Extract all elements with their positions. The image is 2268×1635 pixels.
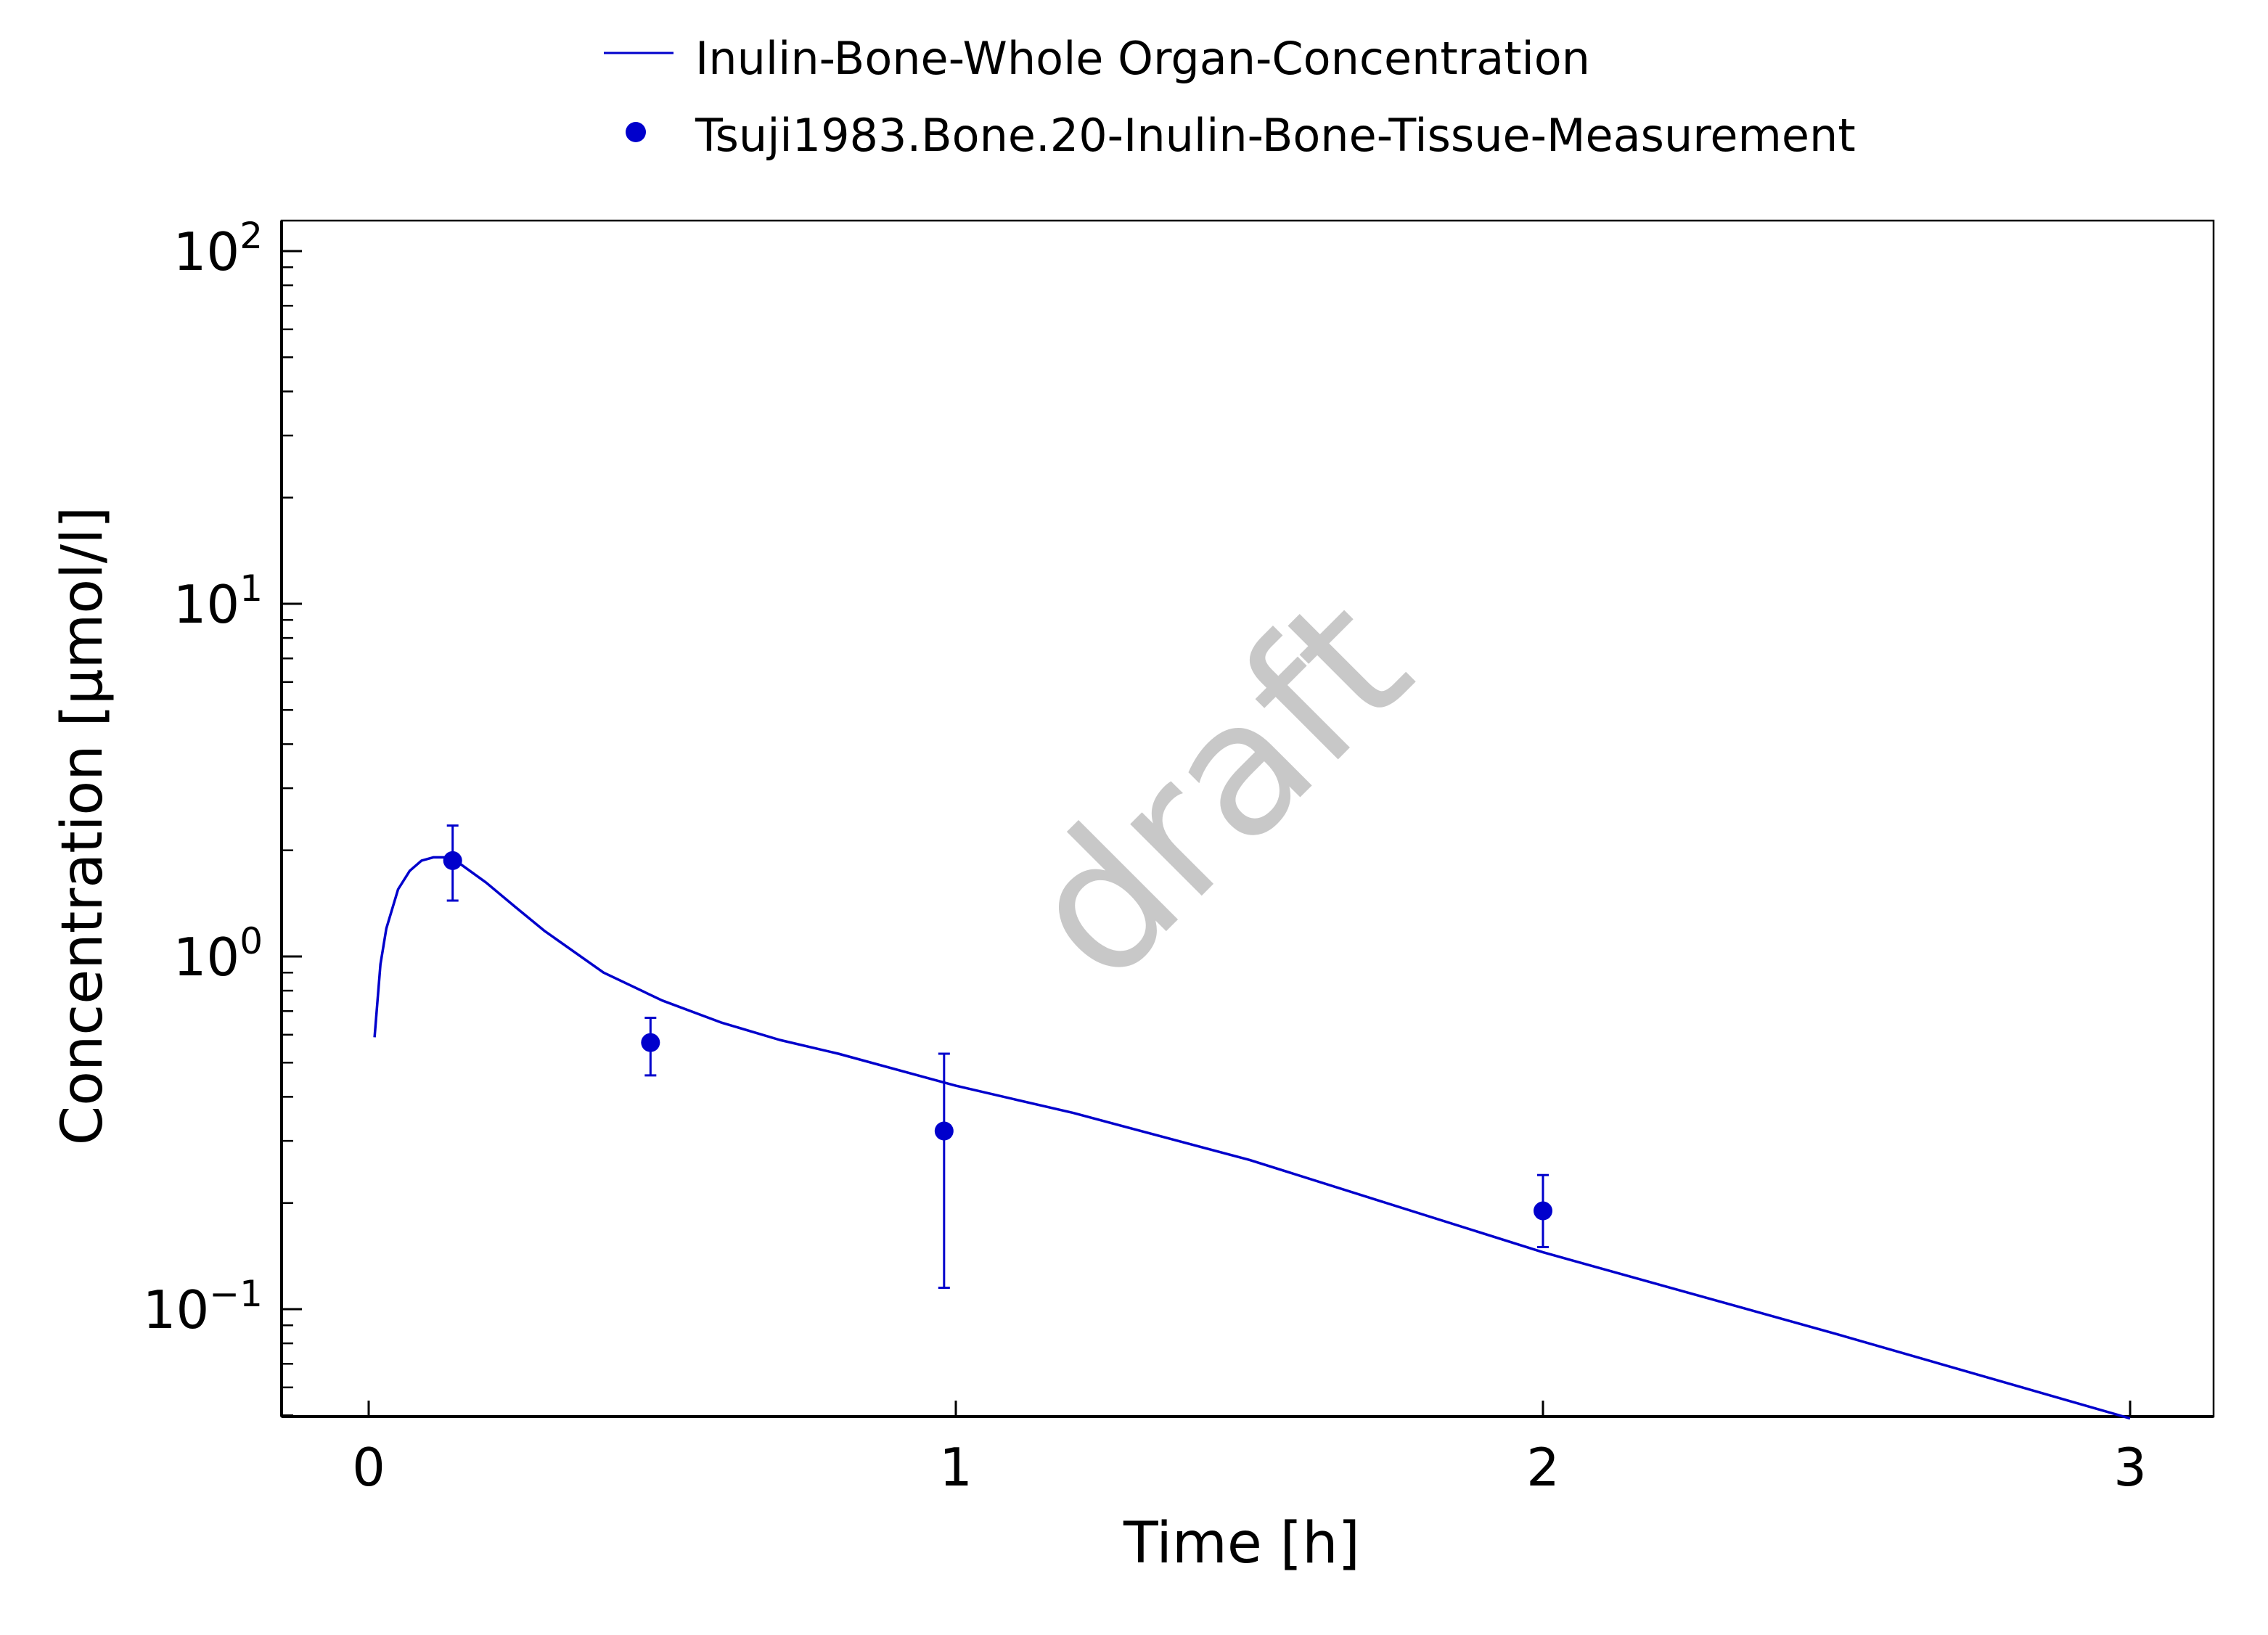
x-tick-label: 0 — [352, 1437, 385, 1498]
x-axis-title: Time [h] — [1123, 1511, 1360, 1576]
y-axis-ticks: 10−1 100 101 102 — [143, 215, 302, 1417]
series-layer — [373, 824, 2131, 1420]
y-axis-title: Concentration [µmol/l] — [50, 507, 115, 1145]
model-line — [373, 856, 2131, 1420]
data-point — [641, 1033, 660, 1052]
x-tick-label: 2 — [1526, 1437, 1560, 1498]
legend-label-model: Inulin-Bone-Whole Organ-Concentration — [695, 32, 1590, 85]
legend-marker-swatch — [626, 122, 646, 142]
y-tick-label: 102 — [173, 215, 263, 282]
x-tick-label: 3 — [2113, 1437, 2147, 1498]
data-point — [934, 1121, 954, 1141]
x-tick-label: 1 — [939, 1437, 973, 1498]
legend: Inulin-Bone-Whole Organ-Concentration Ts… — [604, 32, 1856, 162]
data-point — [1534, 1201, 1552, 1221]
y-tick-label: 100 — [173, 920, 263, 988]
data-point — [443, 851, 462, 870]
x-axis-ticks: 0 1 2 3 — [352, 1401, 2147, 1498]
y-tick-label: 101 — [173, 567, 263, 635]
y-tick-label: 10−1 — [143, 1273, 263, 1340]
watermark: draft — [986, 557, 1450, 1022]
legend-label-observed: Tsuji1983.Bone.20-Inulin-Bone-Tissue-Mea… — [695, 109, 1856, 162]
